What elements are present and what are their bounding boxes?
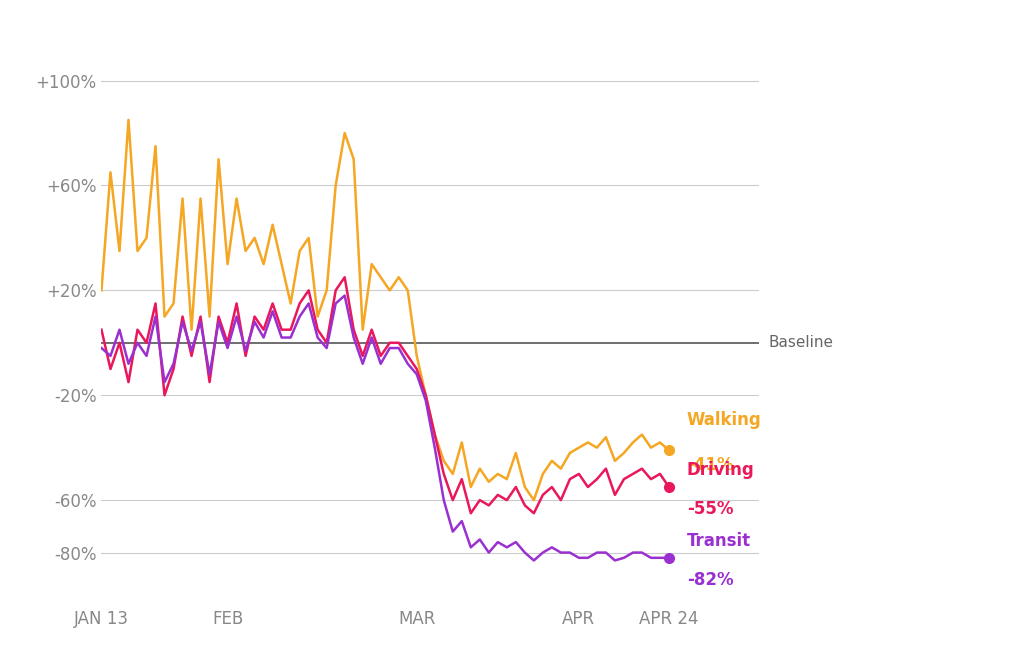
Text: -41%: -41% bbox=[687, 455, 733, 474]
Text: Transit: Transit bbox=[687, 532, 752, 550]
Text: Driving: Driving bbox=[687, 461, 755, 479]
Text: Baseline: Baseline bbox=[768, 335, 834, 350]
Text: -82%: -82% bbox=[687, 571, 733, 589]
Text: Walking: Walking bbox=[687, 411, 762, 429]
Text: -55%: -55% bbox=[687, 500, 733, 518]
